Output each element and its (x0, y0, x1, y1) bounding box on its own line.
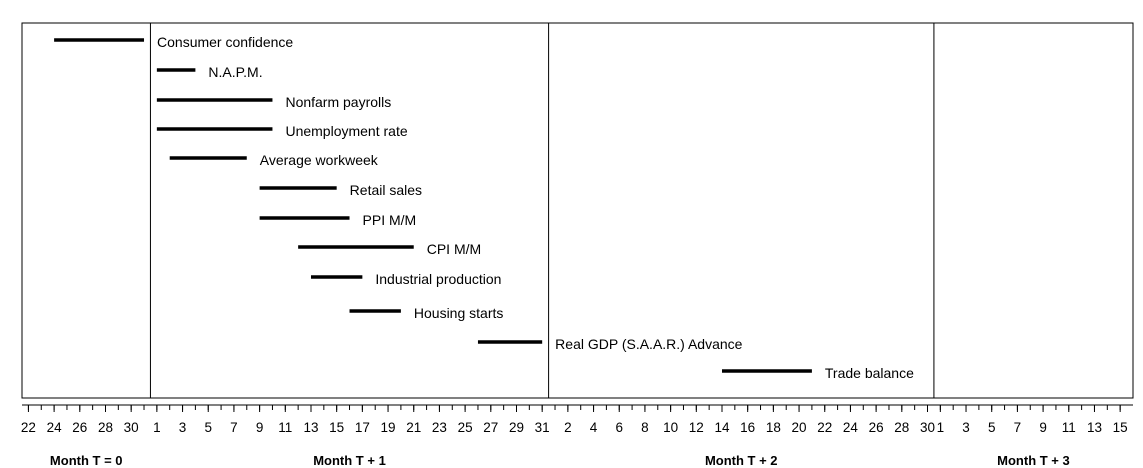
bar-label: Industrial production (375, 271, 501, 287)
x-tick-label: 19 (381, 420, 396, 435)
x-tick-label: 17 (355, 420, 370, 435)
bar-label: Retail sales (350, 182, 422, 198)
x-tick-label: 6 (615, 420, 623, 435)
bar-label: Nonfarm payrolls (285, 94, 391, 110)
x-tick-label: 8 (641, 420, 649, 435)
x-tick-label: 12 (689, 420, 704, 435)
x-tick-label: 27 (483, 420, 498, 435)
x-tick-label: 25 (458, 420, 473, 435)
x-tick-label: 1 (937, 420, 945, 435)
x-tick-label: 29 (509, 420, 524, 435)
bar-label: Consumer confidence (157, 34, 293, 50)
x-tick-label: 10 (663, 420, 678, 435)
x-tick-label: 2 (564, 420, 572, 435)
x-tick-label: 1 (153, 420, 161, 435)
x-tick-label: 18 (766, 420, 781, 435)
x-tick-label: 13 (303, 420, 318, 435)
month-label: Month T + 1 (313, 453, 386, 468)
x-tick-label: 26 (869, 420, 884, 435)
plot-frame (21, 22, 1134, 399)
bar-label: PPI M/M (363, 212, 417, 228)
x-tick-label: 5 (988, 420, 996, 435)
x-tick-label: 24 (843, 420, 859, 435)
x-tick-label: 7 (1014, 420, 1022, 435)
x-tick-label: 7 (230, 420, 238, 435)
month-label: Month T = 0 (50, 453, 123, 468)
x-tick-label: 11 (278, 420, 292, 435)
x-tick-label: 11 (1062, 420, 1076, 435)
bar-label: Trade balance (825, 365, 914, 381)
x-tick-label: 3 (179, 420, 187, 435)
x-tick-label: 14 (714, 420, 730, 435)
x-tick-label: 22 (21, 420, 36, 435)
x-tick-label: 20 (792, 420, 807, 435)
bar-label: Unemployment rate (285, 123, 407, 139)
bar-label: Housing starts (414, 305, 503, 321)
x-tick-label: 4 (590, 420, 598, 435)
x-tick-label: 22 (817, 420, 832, 435)
x-tick-label: 15 (1113, 420, 1128, 435)
bar-label: CPI M/M (427, 241, 481, 257)
x-tick-label: 5 (204, 420, 212, 435)
x-tick-label: 9 (256, 420, 264, 435)
x-tick-label: 13 (1087, 420, 1102, 435)
x-tick-label: 15 (329, 420, 344, 435)
x-tick-label: 28 (894, 420, 909, 435)
x-tick-label: 28 (98, 420, 113, 435)
x-tick-label: 23 (432, 420, 447, 435)
x-tick-label: 16 (740, 420, 755, 435)
bar-label: Real GDP (S.A.A.R.) Advance (555, 336, 742, 352)
month-label: Month T + 3 (997, 453, 1070, 468)
bar-label: N.A.P.M. (208, 64, 262, 80)
x-tick-label: 3 (962, 420, 970, 435)
x-tick-label: 24 (47, 420, 63, 435)
x-tick-label: 30 (124, 420, 139, 435)
x-tick-label: 9 (1039, 420, 1047, 435)
x-tick-label: 30 (920, 420, 935, 435)
x-tick-label: 26 (72, 420, 87, 435)
x-tick-label: 31 (535, 420, 550, 435)
x-tick-label: 21 (406, 420, 421, 435)
month-label: Month T + 2 (705, 453, 778, 468)
bar-label: Average workweek (260, 152, 379, 168)
